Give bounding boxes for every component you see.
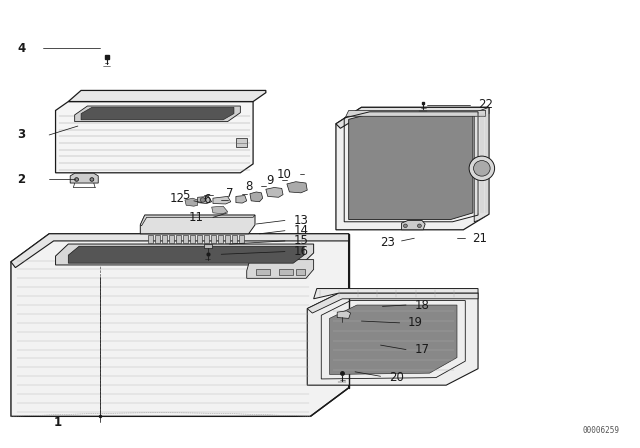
- Text: 14: 14: [293, 224, 308, 237]
- Text: 4: 4: [17, 42, 26, 55]
- Bar: [183, 235, 188, 243]
- Polygon shape: [11, 234, 349, 416]
- Polygon shape: [266, 188, 283, 197]
- Polygon shape: [349, 114, 473, 220]
- Bar: [148, 235, 153, 243]
- Bar: [162, 235, 167, 243]
- Bar: [218, 235, 223, 243]
- Text: 16: 16: [293, 245, 308, 258]
- Text: 10: 10: [276, 168, 291, 181]
- Polygon shape: [70, 173, 99, 183]
- Text: 1: 1: [54, 416, 62, 429]
- Polygon shape: [81, 108, 234, 120]
- Polygon shape: [401, 220, 425, 230]
- Polygon shape: [213, 196, 231, 204]
- Bar: [278, 268, 292, 275]
- Text: 11: 11: [189, 211, 204, 224]
- Polygon shape: [56, 102, 253, 173]
- Text: 9: 9: [267, 174, 274, 187]
- Text: 00006259: 00006259: [582, 426, 620, 435]
- Polygon shape: [185, 198, 198, 206]
- Polygon shape: [336, 108, 489, 230]
- Text: 8: 8: [246, 180, 253, 193]
- Text: 18: 18: [414, 298, 429, 311]
- Ellipse shape: [417, 224, 421, 228]
- Polygon shape: [330, 305, 457, 375]
- Text: 22: 22: [478, 98, 493, 111]
- Text: 21: 21: [472, 232, 486, 245]
- Polygon shape: [75, 106, 241, 121]
- Polygon shape: [140, 215, 255, 226]
- Polygon shape: [314, 289, 478, 299]
- Bar: [256, 268, 270, 275]
- Ellipse shape: [200, 198, 205, 202]
- Polygon shape: [212, 206, 228, 214]
- Polygon shape: [198, 196, 212, 203]
- Bar: [204, 244, 212, 249]
- Text: 15: 15: [293, 234, 308, 247]
- Text: 3: 3: [17, 129, 26, 142]
- Polygon shape: [250, 192, 262, 202]
- Polygon shape: [336, 108, 489, 128]
- Polygon shape: [307, 293, 478, 313]
- Polygon shape: [56, 244, 314, 265]
- Bar: [225, 235, 230, 243]
- Text: 19: 19: [408, 316, 423, 329]
- Text: 7: 7: [227, 187, 234, 200]
- Polygon shape: [307, 293, 478, 385]
- Text: 6: 6: [203, 193, 211, 206]
- Text: 12: 12: [170, 192, 185, 205]
- Bar: [190, 235, 195, 243]
- Text: 5: 5: [182, 189, 189, 202]
- Polygon shape: [11, 234, 349, 267]
- Polygon shape: [246, 260, 314, 278]
- Bar: [296, 268, 305, 275]
- Polygon shape: [68, 90, 266, 102]
- Ellipse shape: [90, 178, 94, 181]
- Bar: [176, 235, 181, 243]
- Bar: [232, 235, 237, 243]
- Text: 13: 13: [293, 214, 308, 227]
- Bar: [236, 138, 247, 147]
- Ellipse shape: [469, 156, 495, 181]
- Ellipse shape: [403, 224, 407, 228]
- Polygon shape: [236, 195, 246, 203]
- Polygon shape: [337, 311, 351, 319]
- Ellipse shape: [474, 160, 490, 176]
- Text: 20: 20: [389, 371, 404, 384]
- Text: 17: 17: [414, 343, 429, 356]
- Bar: [197, 235, 202, 243]
- Bar: [155, 235, 160, 243]
- Text: 2: 2: [17, 173, 26, 186]
- Bar: [239, 235, 244, 243]
- Bar: [211, 235, 216, 243]
- Polygon shape: [346, 111, 486, 117]
- Polygon shape: [68, 246, 304, 263]
- Bar: [169, 235, 174, 243]
- Ellipse shape: [75, 178, 79, 181]
- Polygon shape: [287, 182, 307, 193]
- Polygon shape: [140, 215, 255, 234]
- Polygon shape: [474, 108, 489, 222]
- Text: 23: 23: [380, 236, 395, 249]
- Bar: [204, 235, 209, 243]
